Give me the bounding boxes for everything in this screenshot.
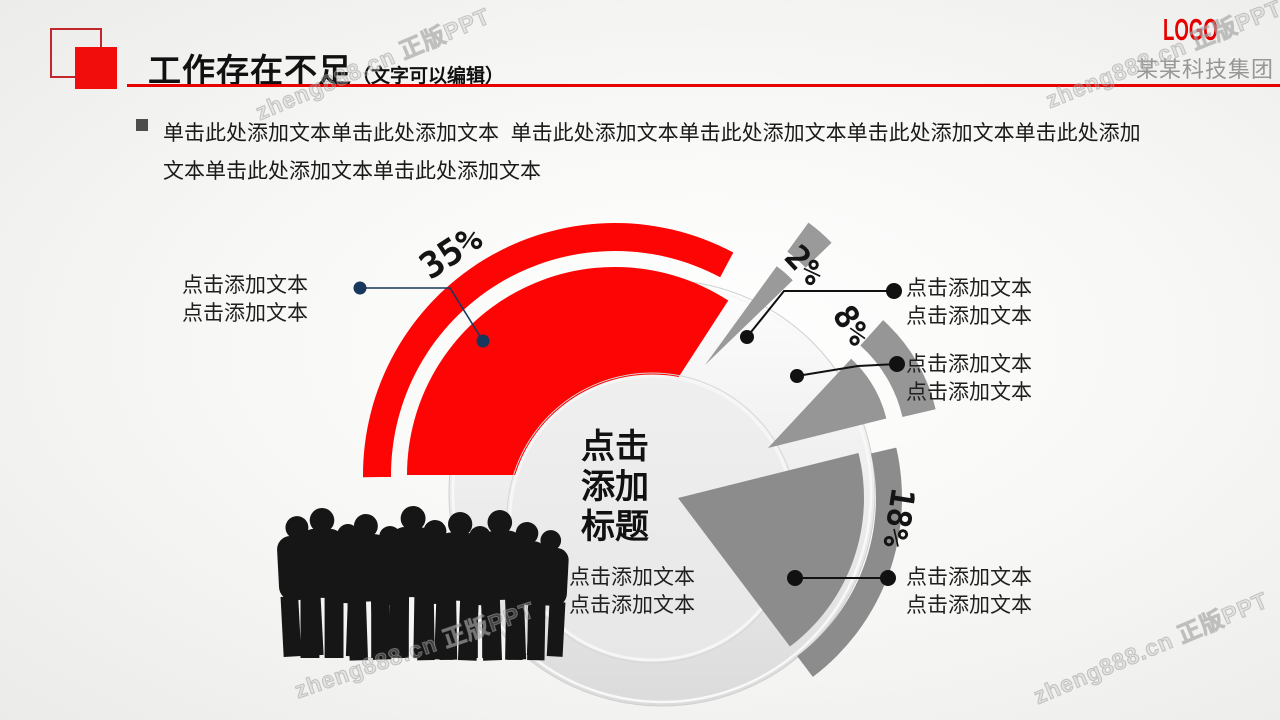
body-placeholder-text[interactable]: 单击此处添加文本单击此处添加文本 单击此处添加文本单击此处添加文本单击此处添加文… [163, 122, 1141, 183]
slice-18-sector [678, 453, 864, 647]
page-title-suffix: （文字可以编辑） [352, 66, 505, 87]
page-title: 工作存在不足（文字可以编辑） [148, 44, 504, 92]
center-title-line1: 点击 [581, 428, 649, 466]
connector-2-dot-1 [886, 283, 902, 299]
connector-2-line [746, 290, 894, 338]
connector-8-dot-1 [889, 356, 905, 372]
chart-center-note[interactable]: 点击添加文本 点击添加文本 [522, 564, 742, 620]
callout-35-line2: 点击添加文本 [182, 302, 308, 325]
header-divider-line [127, 84, 1280, 87]
callout-8[interactable]: 点击添加文本 点击添加文本 [906, 351, 1032, 407]
page-title-text: 工作存在不足 [148, 52, 352, 89]
callout-2-line2: 点击添加文本 [906, 305, 1032, 328]
callout-18-line1: 点击添加文本 [906, 566, 1032, 589]
company-name: 某某科技集团 [1135, 57, 1274, 82]
callout-18[interactable]: 点击添加文本 点击添加文本 [906, 564, 1032, 620]
callout-35[interactable]: 点击添加文本 点击添加文本 [180, 272, 308, 328]
chart-center-title[interactable]: 点击 添加 标题 [505, 427, 725, 547]
logo-text: LOGO [1163, 12, 1218, 47]
connector-8-line [796, 363, 898, 377]
person-silhouette-11 [526, 530, 569, 657]
connector-35-line [360, 287, 484, 342]
callout-18-line2: 点击添加文本 [906, 594, 1032, 617]
slice-35-band [363, 222, 734, 478]
bullet-square-icon [136, 119, 148, 131]
callout-35-line1: 点击添加文本 [182, 274, 308, 297]
callout-8-line1: 点击添加文本 [906, 353, 1032, 376]
center-note-line2: 点击添加文本 [569, 594, 695, 617]
slice-8-sector [768, 358, 887, 448]
center-title-line2: 添加 [581, 468, 649, 506]
callout-2-line1: 点击添加文本 [906, 277, 1032, 300]
connector-35-dot-1 [476, 334, 490, 348]
connector-2-dot-0 [740, 330, 754, 344]
connector-18-dot-1 [880, 570, 896, 586]
connector-18-dot-0 [787, 570, 803, 586]
slice-2-band [787, 222, 832, 268]
slice-18-band [797, 447, 902, 677]
title-red-square [75, 47, 117, 89]
center-note-line1: 点击添加文本 [569, 566, 695, 589]
callout-8-line2: 点击添加文本 [906, 381, 1032, 404]
center-title-line3: 标题 [581, 508, 649, 546]
callout-2[interactable]: 点击添加文本 点击添加文本 [906, 275, 1032, 331]
slice-2-sector [705, 266, 793, 365]
connector-35-dot-0 [353, 281, 367, 295]
connector-8-dot-0 [790, 369, 804, 383]
